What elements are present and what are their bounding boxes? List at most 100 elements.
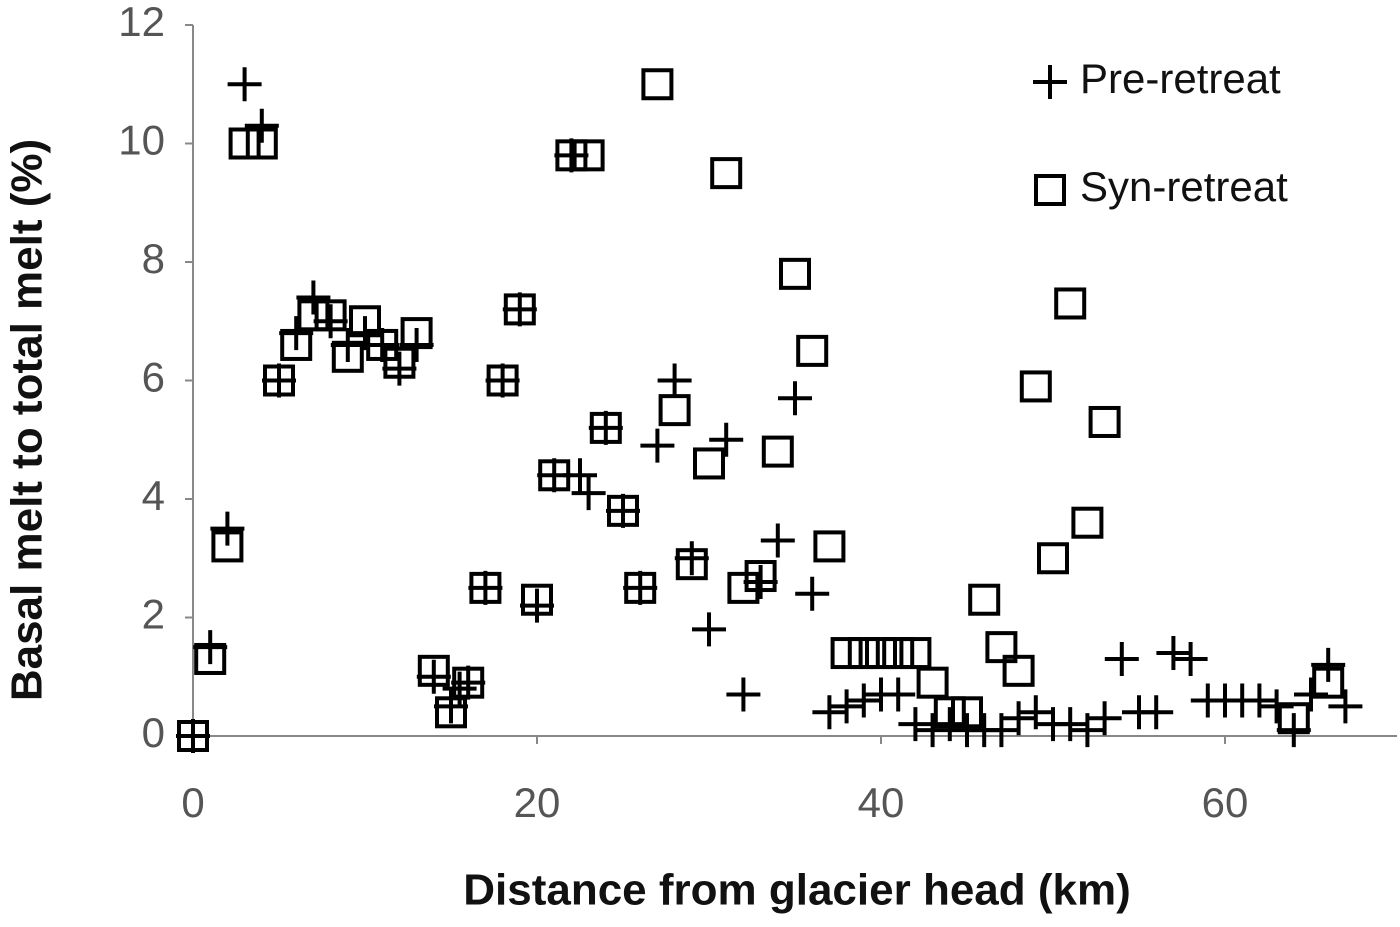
point — [898, 707, 933, 742]
point — [1276, 713, 1311, 748]
point — [331, 340, 364, 373]
x-tick-label: 40 — [858, 779, 905, 826]
point — [521, 583, 553, 616]
point — [1054, 287, 1087, 320]
point — [865, 637, 897, 670]
point — [1088, 405, 1121, 438]
point — [1053, 707, 1088, 742]
point — [297, 299, 330, 332]
point — [830, 637, 863, 670]
point — [280, 328, 313, 361]
point — [624, 571, 657, 604]
legend-marker — [1034, 174, 1066, 206]
point — [1139, 695, 1174, 730]
point — [795, 576, 830, 611]
point — [1242, 683, 1277, 718]
point — [262, 363, 296, 398]
point — [812, 695, 847, 730]
point — [485, 363, 520, 398]
point — [348, 316, 382, 351]
point — [1311, 647, 1346, 682]
point — [572, 139, 605, 172]
point — [710, 157, 743, 190]
point — [1277, 702, 1310, 735]
point — [985, 631, 1018, 664]
point — [1071, 506, 1104, 539]
point — [211, 530, 244, 563]
point — [623, 570, 658, 605]
point — [727, 571, 760, 604]
point — [744, 560, 777, 593]
x-tick-label: 60 — [1202, 779, 1249, 826]
point — [193, 630, 228, 665]
point — [245, 127, 278, 160]
point — [366, 328, 399, 361]
point — [778, 381, 812, 416]
point — [555, 139, 588, 172]
point — [743, 564, 778, 599]
point — [675, 548, 708, 581]
point — [779, 257, 811, 290]
point — [693, 447, 725, 480]
point — [881, 677, 916, 712]
point — [847, 637, 880, 670]
point — [1104, 641, 1139, 676]
point — [1019, 370, 1052, 403]
point — [813, 530, 846, 563]
point — [244, 108, 279, 143]
point — [330, 327, 365, 362]
point — [588, 410, 623, 445]
point — [709, 422, 744, 457]
point — [658, 394, 691, 427]
point — [657, 363, 692, 398]
point — [606, 493, 640, 528]
point — [365, 327, 400, 362]
point — [554, 138, 589, 173]
legend-label: Syn-retreat — [1080, 163, 1288, 210]
point — [417, 654, 450, 687]
legend-marker — [1033, 65, 1067, 99]
legend-label: Pre-retreat — [1080, 55, 1281, 102]
point — [933, 696, 966, 729]
point — [882, 637, 915, 670]
point — [176, 719, 210, 753]
y-tick-label: 10 — [118, 117, 165, 164]
point — [1173, 641, 1208, 676]
point — [538, 459, 571, 492]
y-tick-label: 2 — [142, 591, 165, 638]
point — [452, 666, 485, 699]
x-tick-label: 0 — [181, 779, 204, 826]
point — [503, 293, 536, 326]
point — [210, 511, 245, 546]
point — [313, 304, 348, 339]
y-tick-label: 4 — [142, 472, 165, 519]
point — [916, 666, 949, 699]
point — [399, 327, 434, 362]
point — [434, 689, 468, 724]
point — [761, 435, 794, 468]
point — [349, 305, 381, 338]
point — [829, 689, 864, 724]
point — [846, 683, 881, 718]
point — [194, 642, 227, 675]
y-tick-label: 8 — [142, 235, 165, 282]
point — [692, 612, 726, 647]
point — [1294, 677, 1328, 712]
point — [314, 299, 347, 332]
point — [796, 334, 829, 367]
point — [383, 346, 416, 379]
point — [607, 494, 639, 527]
point — [502, 292, 537, 327]
point — [279, 316, 314, 351]
point — [899, 637, 932, 670]
point — [571, 476, 606, 511]
point — [1018, 695, 1053, 730]
point — [263, 364, 295, 397]
point — [177, 720, 209, 752]
point — [486, 364, 519, 397]
x-axis-title: Distance from glacier head (km) — [463, 866, 1131, 915]
point — [1002, 654, 1035, 687]
point — [589, 411, 622, 444]
point — [1070, 713, 1105, 748]
